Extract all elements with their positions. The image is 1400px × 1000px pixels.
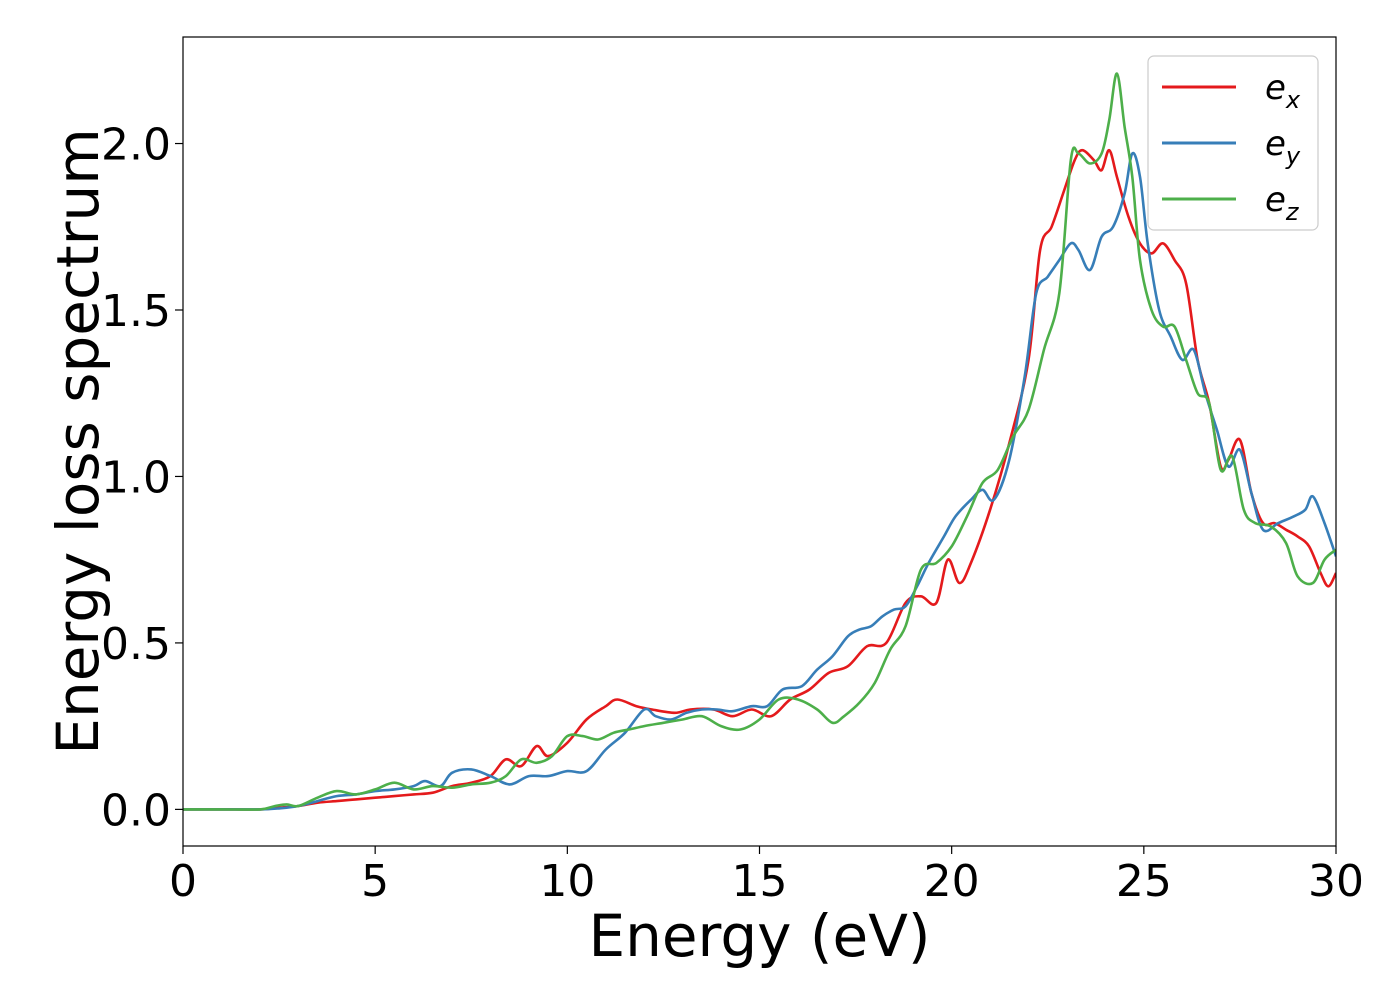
legend-label-subscript: y: [1285, 142, 1301, 170]
legend-label-ex: ex: [1265, 68, 1301, 114]
axis-ticks: 0 5 10 15 20 25 30 0.0 0.5 1.0 1.5 2.0: [101, 120, 1364, 907]
series-line-ex: [183, 148, 1336, 811]
series-line-ey: [183, 151, 1336, 811]
y-tick-label: 2.0: [101, 120, 171, 171]
legend-label-subscript: z: [1285, 198, 1300, 226]
legend-label-base: e: [1265, 124, 1286, 164]
y-tick-label: 1.0: [101, 452, 171, 503]
x-tick-label: 30: [1308, 856, 1364, 907]
series-line-ez: [183, 72, 1336, 811]
x-tick-label: 20: [924, 856, 980, 907]
y-tick-label: 1.5: [101, 286, 171, 337]
x-tick-label: 0: [169, 856, 197, 907]
x-axis-label: Energy (eV): [588, 902, 930, 970]
legend-label-ez: ez: [1265, 180, 1300, 226]
x-tick-label: 15: [732, 856, 788, 907]
y-axis-label: Energy loss spectrum: [44, 128, 112, 754]
x-tick-label: 10: [539, 856, 595, 907]
x-tick-label: 25: [1116, 856, 1172, 907]
legend-label-base: e: [1265, 68, 1286, 108]
x-tick-label: 5: [361, 856, 389, 907]
plot-area: [183, 72, 1336, 811]
legend-label-ey: ey: [1265, 124, 1301, 170]
legend-label-base: e: [1265, 180, 1286, 220]
y-tick-label: 0.5: [101, 619, 171, 670]
y-tick-label: 0.0: [101, 785, 171, 836]
legend-label-subscript: x: [1285, 86, 1301, 114]
